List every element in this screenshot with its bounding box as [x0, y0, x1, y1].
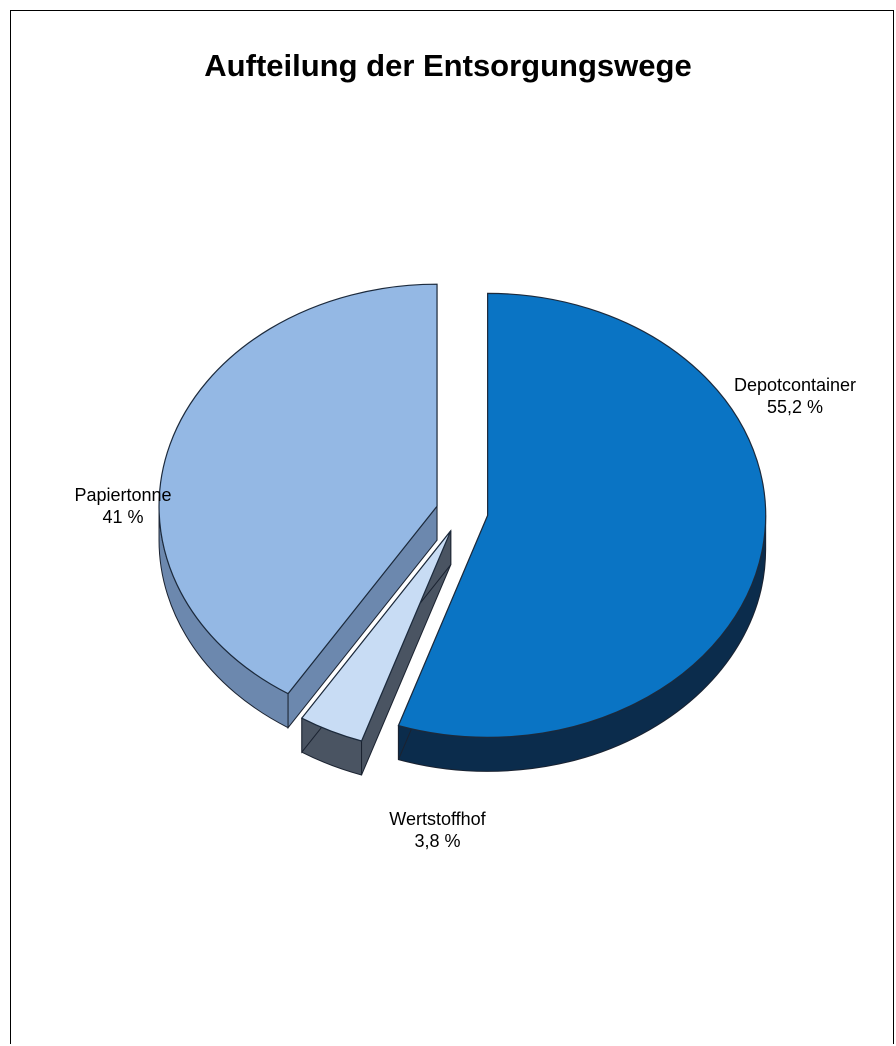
slice-depotcontainer: [397, 292, 767, 738]
data-label-papiertonne: Papiertonne 41 %: [58, 484, 188, 528]
slice-value-wertstoffhof: 3,8 %: [414, 831, 461, 851]
slice-value-papiertonne: 41 %: [102, 507, 144, 527]
slice-wertstoffhof: [300, 530, 452, 742]
slice-papiertonne: [158, 283, 438, 695]
data-label-wertstoffhof: Wertstoffhof 3,8 %: [345, 808, 530, 852]
pie-tops: [158, 283, 767, 742]
slice-name-papiertonne: Papiertonne: [74, 485, 172, 505]
data-label-depotcontainer: Depotcontainer 55,2 %: [700, 374, 890, 418]
slice-name-wertstoffhof: Wertstoffhof: [389, 809, 486, 829]
slice-value-depotcontainer: 55,2 %: [766, 397, 824, 417]
chart-frame: [10, 10, 894, 1044]
slice-name-depotcontainer: Depotcontainer: [733, 375, 857, 395]
chart-title: Aufteilung der Entsorgungswege: [204, 48, 692, 83]
